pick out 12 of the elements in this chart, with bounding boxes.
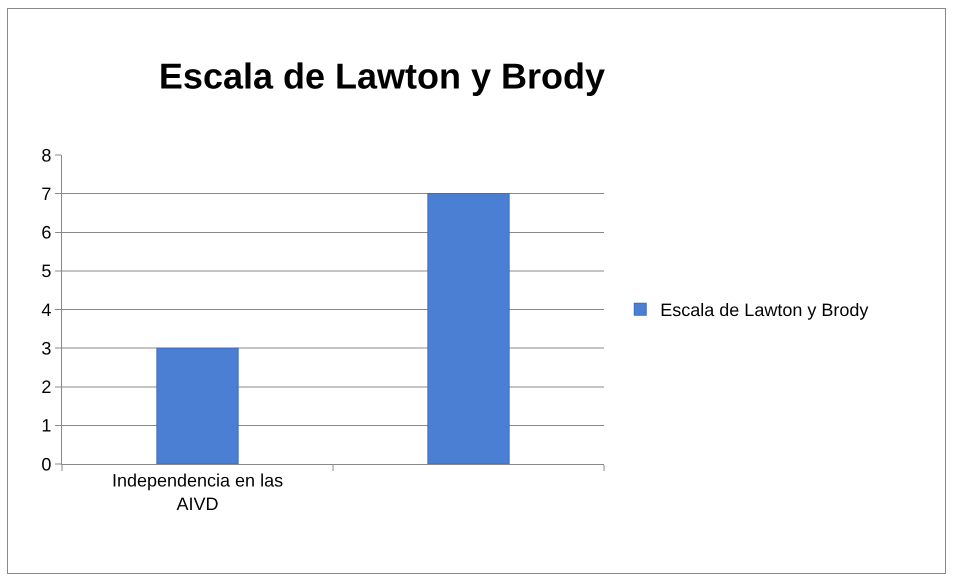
y-tick-label: 1 — [41, 416, 52, 436]
chart-title: Escala de Lawton y Brody — [158, 55, 606, 96]
y-tick-label: 5 — [41, 261, 52, 282]
legend-label: Escala de Lawton y Brody — [660, 300, 868, 320]
y-tick-label: 6 — [41, 222, 52, 243]
y-tick-label: 2 — [41, 377, 52, 398]
y-tick-label: 8 — [41, 145, 52, 166]
y-tick-label: 4 — [41, 300, 52, 320]
y-tick-label: 3 — [41, 338, 52, 358]
x-tick-label: Independencia en las AIVD — [112, 470, 284, 514]
y-tick-label: 0 — [41, 454, 52, 474]
y-tick-label: 7 — [41, 184, 52, 204]
